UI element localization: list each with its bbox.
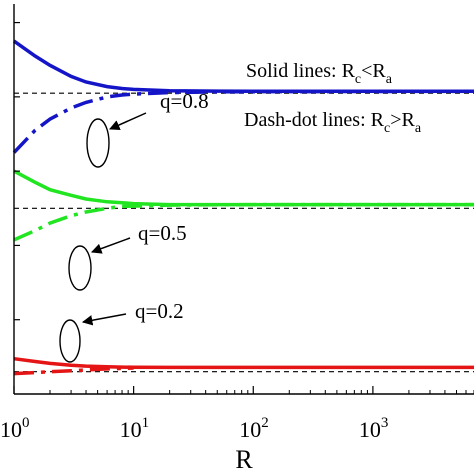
plot-area: [12, 39, 474, 376]
x-tick-base-3: 10: [359, 417, 381, 442]
x-tick-base-1: 10: [120, 417, 142, 442]
legend-note-sub: a: [415, 121, 422, 136]
annotation-arrow-1: [91, 237, 131, 254]
x-tick-base-2: 10: [239, 417, 261, 442]
x-tick-exp-2: 2: [261, 415, 269, 431]
series-label-2: q=0.2: [135, 299, 184, 323]
x-tick-base-0: 10: [0, 417, 22, 442]
x-tick-exp-1: 1: [142, 415, 150, 431]
legend-note-sub: c: [384, 121, 390, 136]
annotations: q=0.8 q=0.5 q=0.2: [59, 89, 209, 363]
series-dashdot-2: [13, 366, 134, 376]
ellipse-marker-2: [59, 319, 81, 363]
legend-note-mid: >R: [390, 109, 415, 131]
x-tick-label-0: 100: [0, 415, 30, 442]
x-axis-title: R: [235, 445, 253, 474]
annotation-arrow-0: [109, 112, 147, 130]
legend-note-prefix: Solid lines: R: [246, 60, 356, 82]
legend-note-prefix: Dash-dot lines: R: [244, 109, 385, 131]
legend-note-sub: c: [355, 72, 361, 87]
annotation-arrow-2: [81, 313, 127, 326]
legend-note-0: Solid lines: Rc<Ra: [246, 60, 393, 87]
series-solid-0: [12, 39, 474, 94]
legend-note-mid: <R: [361, 60, 386, 82]
series-dashdot-1: [13, 202, 474, 242]
x-tick-label-1: 101: [120, 415, 150, 442]
x-tick-label-3: 103: [359, 415, 389, 442]
series-label-0: q=0.8: [160, 89, 209, 113]
x-tick-exp-3: 3: [381, 415, 389, 431]
series-solid-2: [13, 356, 474, 370]
ellipse-marker-0: [86, 118, 110, 168]
legend-note-sub: a: [386, 72, 393, 87]
series-solid-1: [13, 169, 474, 207]
x-tick-label-2: 102: [239, 415, 269, 442]
legend-note-1: Dash-dot lines: Rc>Ra: [244, 109, 422, 136]
ellipse-marker-1: [68, 245, 92, 291]
x-tick-exp-0: 0: [22, 415, 30, 431]
series-label-1: q=0.5: [138, 221, 187, 245]
